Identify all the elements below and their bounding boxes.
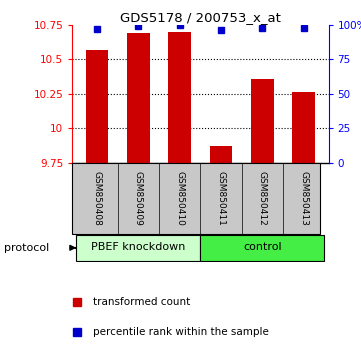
Text: transformed count: transformed count — [93, 297, 190, 307]
Text: GSM850411: GSM850411 — [217, 171, 226, 226]
Bar — [251, 79, 274, 163]
Title: GDS5178 / 200753_x_at: GDS5178 / 200753_x_at — [120, 11, 281, 24]
Text: protocol: protocol — [4, 243, 49, 253]
Bar — [168, 32, 191, 163]
Text: percentile rank within the sample: percentile rank within the sample — [93, 327, 269, 337]
Bar — [76, 235, 200, 261]
Text: GSM850413: GSM850413 — [299, 171, 308, 226]
Text: GSM850410: GSM850410 — [175, 171, 184, 226]
Text: GSM850412: GSM850412 — [258, 171, 267, 225]
Bar — [127, 33, 150, 163]
Text: PBEF knockdown: PBEF knockdown — [91, 242, 186, 252]
Text: control: control — [243, 242, 282, 252]
Bar — [200, 235, 325, 261]
Text: GSM850408: GSM850408 — [92, 171, 101, 226]
Bar — [86, 50, 108, 163]
Text: GSM850409: GSM850409 — [134, 171, 143, 226]
Bar — [292, 92, 315, 163]
Bar — [210, 146, 232, 163]
